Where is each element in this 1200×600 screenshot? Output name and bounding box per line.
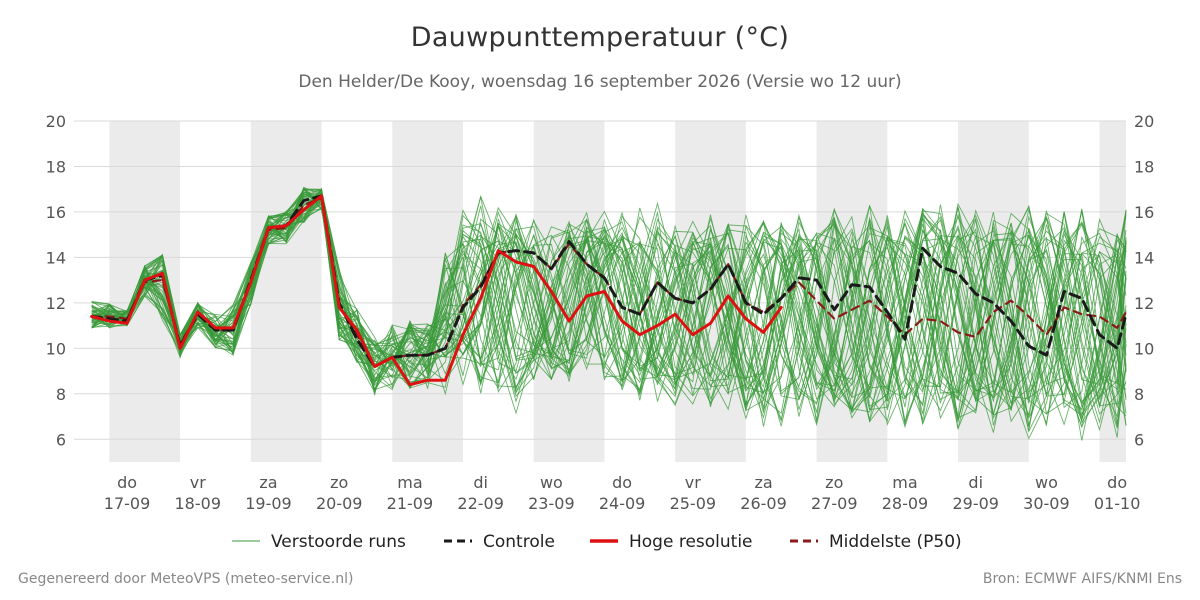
legend-label-ensemble: Verstoorde runs xyxy=(271,532,406,552)
ensemble-member-line xyxy=(91,206,1127,419)
series-line-controle xyxy=(90,194,1128,368)
legend: Verstoorde runs Controle Hoge resolutie Mid… xyxy=(232,532,962,552)
x-tick-weekday: za xyxy=(259,473,277,492)
y-tick-label-right: 16 xyxy=(1134,203,1154,222)
legend-label-median: Middelste (P50) xyxy=(829,532,962,552)
x-tick-date: 30-09 xyxy=(1023,494,1070,513)
ensemble-member-line xyxy=(91,203,1127,426)
x-tick-date: 19-09 xyxy=(245,494,292,513)
x-tick-date: 20-09 xyxy=(316,494,363,513)
y-tick-label-left: 14 xyxy=(46,248,66,267)
x-tick-weekday: zo xyxy=(330,473,348,492)
ensemble-member-line xyxy=(91,190,1127,427)
day-shading xyxy=(109,121,1126,462)
y-tick-label-right: 10 xyxy=(1134,339,1154,358)
ensemble-member-line xyxy=(91,187,1127,421)
x-tick-weekday: di xyxy=(968,473,983,492)
x-tick-weekday: di xyxy=(473,473,488,492)
main-series xyxy=(90,194,1128,387)
x-tick-date: 24-09 xyxy=(599,494,646,513)
generated-by-note: Gegenereerd door MeteoVPS (meteo-service… xyxy=(18,571,354,587)
y-tick-label-right: 8 xyxy=(1134,385,1144,404)
axes: 6 6 8 8 10 10 12 12 14 14 16 16 18 18 20 20 do 17-09 vr 18-… xyxy=(46,112,1155,513)
x-tick-weekday: za xyxy=(754,473,772,492)
x-tick-date: 27-09 xyxy=(811,494,858,513)
x-tick-date: 25-09 xyxy=(670,494,717,513)
day-shade-band xyxy=(250,121,322,462)
y-tick-label-right: 20 xyxy=(1134,112,1154,131)
series-line-hoge-resolutie xyxy=(90,194,783,387)
ensemble-member-line xyxy=(91,186,1127,432)
x-tick-date: 29-09 xyxy=(952,494,999,513)
ensemble-member-line xyxy=(91,202,1127,433)
x-tick-date: 17-09 xyxy=(104,494,151,513)
y-tick-label-left: 20 xyxy=(46,112,66,131)
x-tick-date: 21-09 xyxy=(387,494,434,513)
y-tick-label-left: 6 xyxy=(56,430,66,449)
x-tick-weekday: zo xyxy=(825,473,843,492)
source-note: Bron: ECMWF AIFS/KNMI Ens xyxy=(982,571,1182,587)
y-tick-label-left: 10 xyxy=(46,339,66,358)
x-tick-weekday: do xyxy=(612,473,632,492)
y-tick-label-right: 14 xyxy=(1134,248,1154,267)
legend-label-high_res: Hoge resolutie xyxy=(629,532,753,552)
y-tick-label-left: 18 xyxy=(46,157,66,176)
ensemble-member-line xyxy=(91,196,1127,426)
x-tick-weekday: wo xyxy=(540,473,563,492)
y-tick-label-left: 8 xyxy=(56,385,66,404)
x-tick-date: 23-09 xyxy=(528,494,575,513)
x-tick-weekday: do xyxy=(117,473,137,492)
chart-subtitle: Den Helder/De Kooy, woensdag 16 septembe… xyxy=(298,72,902,92)
x-tick-weekday: wo xyxy=(1035,473,1058,492)
y-tick-label-left: 16 xyxy=(46,203,66,222)
x-tick-weekday: vr xyxy=(190,473,206,492)
chart-title: Dauwpunttemperatuur (°C) xyxy=(410,22,790,53)
x-tick-weekday: do xyxy=(1107,473,1127,492)
x-tick-weekday: ma xyxy=(892,473,917,492)
y-tick-label-right: 6 xyxy=(1134,430,1144,449)
x-tick-date: 18-09 xyxy=(175,494,222,513)
y-tick-label-right: 18 xyxy=(1134,157,1154,176)
y-tick-label-right: 12 xyxy=(1134,294,1154,313)
x-tick-weekday: ma xyxy=(397,473,422,492)
y-tick-label-left: 12 xyxy=(46,294,66,313)
x-tick-date: 22-09 xyxy=(457,494,504,513)
x-tick-date: 28-09 xyxy=(882,494,929,513)
legend-label-control: Controle xyxy=(483,532,555,552)
ensemble-member-line xyxy=(91,187,1127,405)
x-tick-date: 26-09 xyxy=(740,494,787,513)
x-tick-date: 01-10 xyxy=(1094,494,1141,513)
x-tick-weekday: vr xyxy=(685,473,701,492)
